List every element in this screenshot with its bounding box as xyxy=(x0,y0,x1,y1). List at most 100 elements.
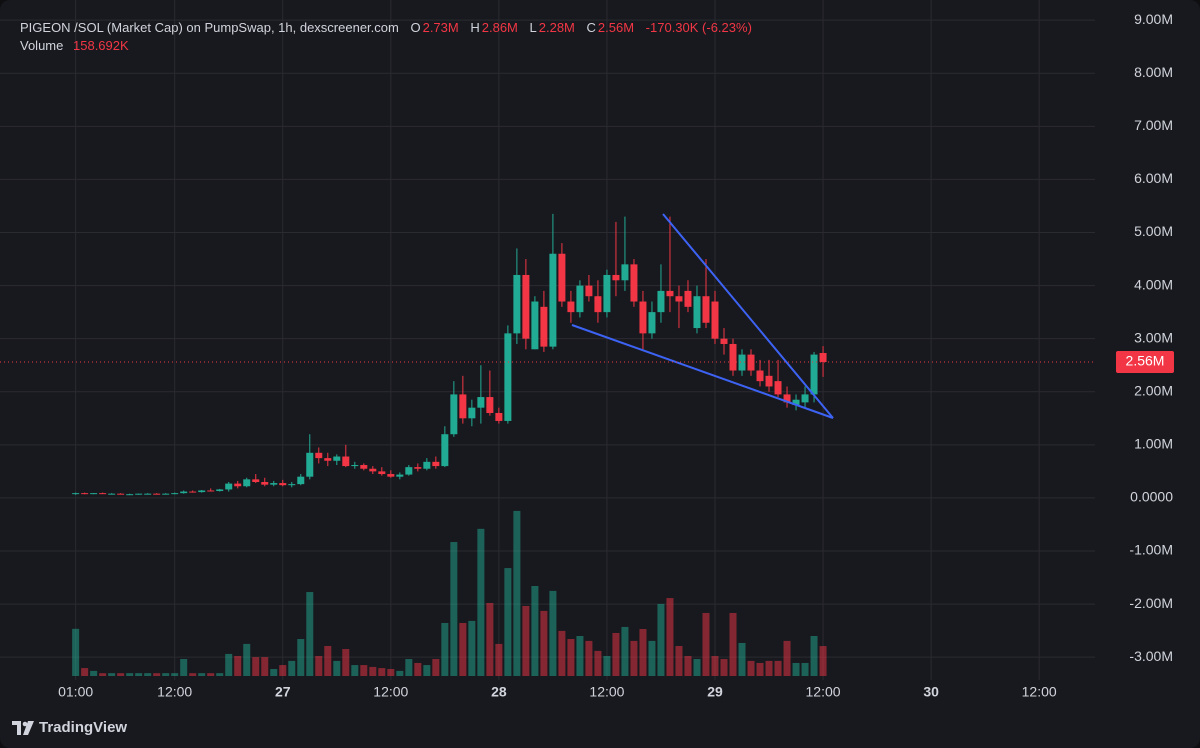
volume-bar xyxy=(711,656,719,676)
x-tick-label: 29 xyxy=(707,684,723,700)
volume-bar xyxy=(729,612,737,676)
volume-bar xyxy=(144,673,152,676)
volume-bar xyxy=(180,659,188,676)
candle-body xyxy=(585,285,593,297)
candle-body xyxy=(117,493,125,495)
volume-bar xyxy=(765,660,773,676)
x-tick-label: 27 xyxy=(275,684,291,700)
candle-body xyxy=(288,484,296,486)
volume-bar xyxy=(72,628,80,676)
trend-line-upper xyxy=(662,213,834,419)
volume-bar xyxy=(225,653,233,676)
volume-bar xyxy=(432,659,440,676)
candle-body xyxy=(783,394,791,403)
volume-bar xyxy=(531,586,539,676)
volume-bar xyxy=(189,673,197,676)
candle-body xyxy=(108,493,116,495)
candle-body xyxy=(531,301,539,350)
volume-bar xyxy=(252,657,260,676)
volume-bar xyxy=(279,665,287,676)
brand[interactable]: TradingView xyxy=(12,719,127,736)
volume-bar xyxy=(477,528,485,676)
candle-body xyxy=(738,354,746,371)
volume-bar xyxy=(774,660,782,676)
volume-key: Volume xyxy=(20,38,64,53)
trend-line-lower xyxy=(571,324,834,419)
volume-bar xyxy=(567,639,575,676)
volume-bar xyxy=(756,662,764,676)
volume-bar xyxy=(126,673,134,676)
y-tick-label: 0.0000 xyxy=(1130,489,1173,505)
candle-body xyxy=(198,490,206,493)
y-tick-label: -3.00M xyxy=(1129,648,1173,664)
grid xyxy=(0,0,1095,680)
volume-bar xyxy=(261,657,269,676)
candle-body xyxy=(243,479,251,487)
y-tick-label: 7.00M xyxy=(1134,117,1173,133)
candle-body xyxy=(297,476,305,485)
candle-body xyxy=(414,467,422,469)
candle-body xyxy=(558,253,566,302)
candle-body xyxy=(333,456,341,461)
candle-body xyxy=(360,465,368,469)
candle-body xyxy=(810,354,818,395)
candle-body xyxy=(306,452,314,477)
candle-body xyxy=(216,489,224,492)
y-tick-label: 8.00M xyxy=(1134,64,1173,80)
candle-body xyxy=(774,381,782,395)
candle-body xyxy=(450,394,458,435)
legend-header: PIGEON /SOL (Market Cap) on PumpSwap, 1h… xyxy=(20,20,754,35)
candle-body xyxy=(621,264,629,281)
candle-body xyxy=(657,290,665,313)
volume-bar xyxy=(423,665,431,676)
candle-layer xyxy=(72,213,827,496)
volume-bar xyxy=(108,673,116,676)
volume-bar xyxy=(369,666,377,676)
candle-body xyxy=(441,434,449,467)
axes: 9.00M 8.00M 7.00M 6.00M 5.00M 4.00M 3.00M 2.00M… xyxy=(0,11,1174,700)
candle-body xyxy=(396,474,404,477)
candle-body xyxy=(324,458,332,461)
volume-bar xyxy=(486,602,494,676)
ohlc-key: O xyxy=(410,20,421,35)
ohlc-value: 2.73M xyxy=(422,20,459,35)
volume-bar xyxy=(198,673,206,676)
volume-bar xyxy=(720,659,728,676)
volume-bar xyxy=(387,669,395,676)
volume-bar xyxy=(171,673,179,676)
candle-body xyxy=(270,483,278,485)
y-tick-label: 3.00M xyxy=(1134,329,1173,345)
candle-body xyxy=(747,354,755,371)
volume-bar xyxy=(747,660,755,676)
volume-bar xyxy=(819,646,827,676)
volume-bar xyxy=(459,622,467,676)
candle-body xyxy=(513,274,521,334)
volume-bar xyxy=(468,620,476,676)
volume-bar xyxy=(504,568,512,676)
candle-body xyxy=(162,493,170,495)
volume-bar xyxy=(558,630,566,676)
volume-bar xyxy=(216,673,224,676)
candle-body xyxy=(72,493,80,495)
candle-body xyxy=(495,412,503,421)
volume-bar xyxy=(513,510,521,676)
candle-body xyxy=(567,301,575,313)
volume-bar xyxy=(810,636,818,676)
y-tick-label: 9.00M xyxy=(1134,11,1173,27)
candle-body xyxy=(702,296,710,323)
volume-bar xyxy=(153,673,161,676)
candle-body xyxy=(756,370,764,382)
candle-body xyxy=(279,483,287,486)
ohlc-key: C xyxy=(586,20,596,35)
candle-body xyxy=(666,290,674,297)
candle-body xyxy=(225,483,233,490)
volume-bar xyxy=(234,656,242,676)
volume-bar xyxy=(207,673,215,676)
candle-body xyxy=(639,301,647,334)
candle-body xyxy=(171,493,179,495)
candle-body xyxy=(612,274,620,281)
candle-body xyxy=(504,333,512,421)
volume-bar xyxy=(621,626,629,676)
x-tick-label: 12:00 xyxy=(589,684,624,700)
x-tick-label: 12:00 xyxy=(806,684,841,700)
